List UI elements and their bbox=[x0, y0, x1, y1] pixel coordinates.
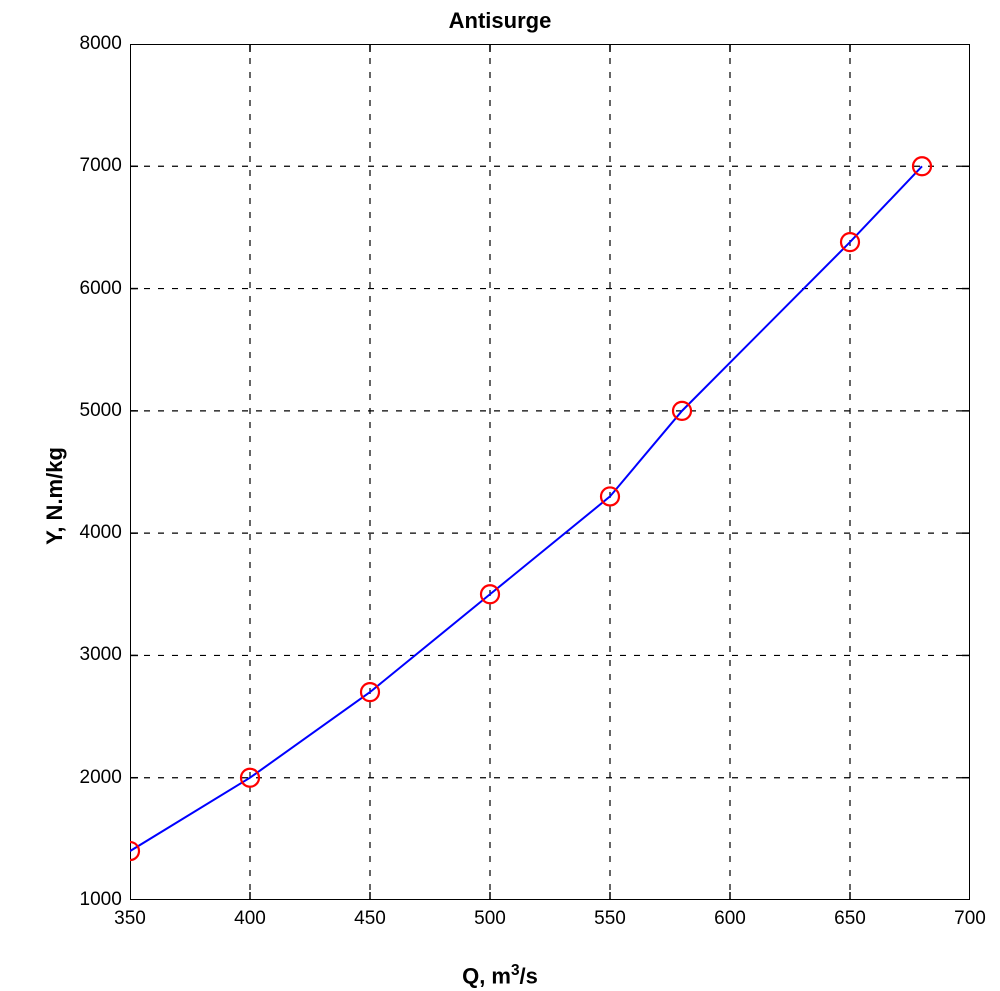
y-tick-label: 8000 bbox=[76, 33, 122, 55]
x-tick-label: 400 bbox=[234, 908, 266, 930]
x-tick-label: 550 bbox=[594, 908, 626, 930]
plot-area bbox=[130, 44, 970, 900]
y-tick-label: 4000 bbox=[76, 522, 122, 544]
x-tick-label: 700 bbox=[954, 908, 986, 930]
chart-title: Antisurge bbox=[0, 8, 1000, 34]
y-tick-label: 7000 bbox=[76, 155, 122, 177]
x-axis-label: Q, m3/s bbox=[0, 962, 1000, 989]
x-tick-label: 600 bbox=[714, 908, 746, 930]
y-tick-label: 5000 bbox=[76, 400, 122, 422]
x-tick-label: 350 bbox=[114, 908, 146, 930]
x-tick-label: 650 bbox=[834, 908, 866, 930]
y-tick-label: 2000 bbox=[76, 767, 122, 789]
x-tick-label: 500 bbox=[474, 908, 506, 930]
y-tick-label: 6000 bbox=[76, 278, 122, 300]
chart-container: Antisurge Y, N.m/kg Q, m3/s 350 400 450 500… bbox=[0, 0, 1000, 991]
y-tick-label: 3000 bbox=[76, 644, 122, 666]
y-axis-label: Y, N.m/kg bbox=[42, 447, 68, 545]
x-tick-label: 450 bbox=[354, 908, 386, 930]
y-tick-label: 1000 bbox=[76, 889, 122, 911]
